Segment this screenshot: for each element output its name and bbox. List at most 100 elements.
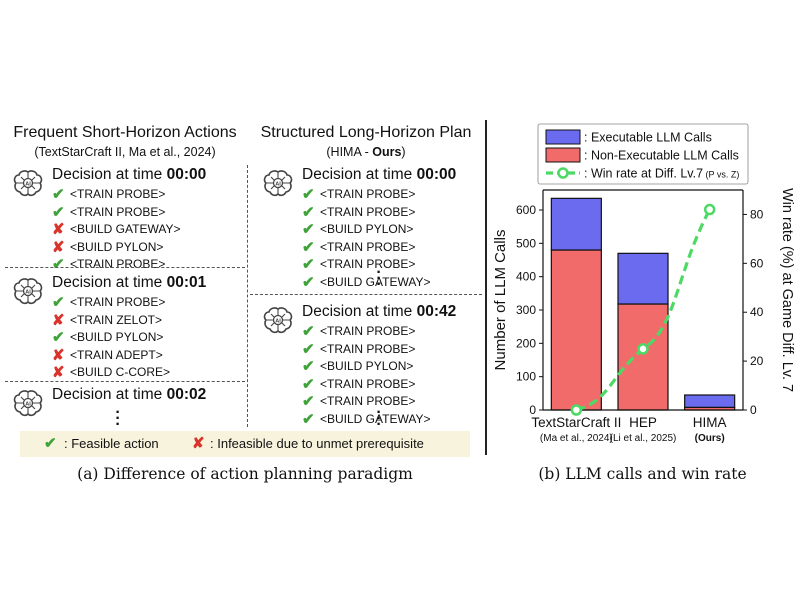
- decision-time: 00:01: [166, 274, 207, 291]
- action-label: <TRAIN ZELOT>: [70, 312, 163, 327]
- decision-heading: Decision at time 00:00: [302, 166, 457, 183]
- feasibility-legend: ✔ : Feasible action ✘ : Infeasible due t…: [20, 431, 470, 457]
- svg-text:AI: AI: [275, 319, 281, 325]
- action-item: ✔ <TRAIN PROBE>: [302, 341, 415, 358]
- action-item: ✔ <BUILD PYLON>: [302, 358, 413, 375]
- decision-time: 00:42: [416, 303, 457, 320]
- y-tick-label: 100: [516, 370, 536, 384]
- svg-text:AI: AI: [25, 182, 31, 188]
- svg-text:AI: AI: [25, 402, 31, 408]
- action-label: <BUILD GATEWAY>: [70, 222, 181, 236]
- x-tick-label: HIMA: [693, 415, 727, 430]
- action-item: ✔ <TRAIN PROBE>: [52, 186, 165, 203]
- y-right-tick-label: 0: [750, 403, 757, 417]
- action-label: <TRAIN PROBE>: [70, 187, 166, 201]
- action-label: <TRAIN PROBE>: [70, 257, 166, 271]
- legend-swatch-winrate-marker: [557, 167, 569, 179]
- check-icon: ✔: [302, 203, 315, 221]
- y-right-tick-label: 40: [750, 305, 764, 319]
- y-tick-label: 400: [516, 270, 536, 284]
- y-tick-label: 200: [516, 336, 536, 350]
- action-item: ✔ <TRAIN PROBE>: [302, 323, 415, 340]
- check-icon: ✔: [52, 186, 65, 204]
- action-item: ✔ <BUILD GATEWAY>: [302, 274, 430, 291]
- decision-heading: Decision at time 00:00: [52, 166, 207, 183]
- left-column-title: Frequent Short-Horizon Actions: [13, 124, 237, 141]
- cross-icon: ✘: [52, 311, 65, 329]
- check-icon: ✔: [302, 238, 315, 256]
- action-item: ✘ <TRAIN ZELOT>: [52, 312, 162, 329]
- action-item: ✘ <BUILD C-CORE>: [52, 364, 170, 381]
- legend-label-winrate: : Win rate at Diff. Lv.7 (P vs. Z): [584, 167, 739, 181]
- check-icon: ✔: [52, 203, 65, 221]
- decision-time: 00:00: [416, 166, 457, 183]
- action-item: ✔ <TRAIN PROBE>: [302, 239, 415, 256]
- win-rate-point: [570, 404, 583, 416]
- cross-icon: ✘: [52, 221, 65, 239]
- action-label: <TRAIN PROBE>: [320, 187, 416, 201]
- check-icon: ✔: [302, 221, 315, 239]
- legend-label-winrate-suffix: (P vs. Z): [703, 170, 739, 180]
- bar-executable: [550, 197, 602, 251]
- svg-text:AI: AI: [275, 182, 281, 188]
- y-right-tick-label: 20: [750, 354, 764, 368]
- check-icon: ✔: [44, 435, 57, 452]
- bar-non-executable: [550, 249, 602, 411]
- action-label: <BUILD PYLON>: [320, 222, 414, 236]
- legend-swatch-executable: [545, 129, 581, 145]
- column-divider: [247, 165, 248, 427]
- check-icon: ✔: [302, 256, 315, 274]
- cross-icon: ✘: [192, 435, 205, 452]
- svg-text:AI: AI: [25, 290, 31, 296]
- action-label: <BUILD PYLON>: [70, 239, 164, 254]
- y-axis-label: Number of LLM Calls: [492, 230, 509, 371]
- action-label: <TRAIN PROBE>: [70, 204, 166, 219]
- legend-swatch-non-executable: [545, 147, 581, 163]
- y-tick-label: 600: [516, 203, 536, 217]
- action-item: ✔ <BUILD PYLON>: [302, 221, 413, 238]
- ellipsis-dots: · · ·: [376, 264, 382, 293]
- action-item: ✔ <TRAIN PROBE>: [52, 256, 165, 273]
- y-tick-label: 0: [529, 403, 536, 417]
- action-label: <BUILD GATEWAY>: [320, 411, 431, 426]
- brain-icon: AI: [12, 388, 44, 423]
- x-tick-sublabel: (Li et al., 2025): [610, 433, 677, 444]
- decision-heading: Decision at time 00:01: [52, 274, 207, 291]
- check-icon: ✔: [302, 375, 315, 393]
- y-right-tick-label: 60: [750, 256, 764, 270]
- action-item: ✔ <TRAIN PROBE>: [52, 204, 165, 221]
- ellipsis-dots: · · ·: [376, 404, 382, 433]
- cross-icon: ✘: [52, 238, 65, 256]
- y-tick-label: 500: [516, 236, 536, 250]
- action-item: ✔ <TRAIN PROBE>: [302, 186, 415, 203]
- legend-feasible: : Feasible action: [64, 436, 159, 451]
- action-label: <BUILD GATEWAY>: [320, 274, 431, 289]
- action-label: <TRAIN PROBE>: [320, 257, 416, 271]
- ours-label: Ours: [372, 145, 402, 159]
- decision-time: 00:02: [166, 386, 207, 403]
- left-separator-2: [5, 381, 245, 382]
- legend-label-non-executable: : Non-Executable LLM Calls: [584, 149, 739, 163]
- check-icon: ✔: [302, 410, 315, 428]
- right-column-subtitle: (HIMA - Ours): [326, 145, 406, 159]
- action-label: <TRAIN PROBE>: [320, 341, 416, 356]
- check-icon: ✔: [302, 393, 315, 411]
- check-icon: ✔: [52, 256, 65, 274]
- action-item: ✔ <BUILD GATEWAY>: [302, 411, 430, 428]
- panel-divider: [485, 120, 487, 455]
- y-right-tick-label: 80: [750, 207, 764, 221]
- action-item: ✔ <TRAIN PROBE>: [52, 294, 165, 311]
- check-icon: ✔: [302, 186, 315, 204]
- y-tick-label: 300: [516, 303, 536, 317]
- action-label: <TRAIN PROBE>: [320, 394, 416, 408]
- action-item: ✔ <TRAIN PROBE>: [302, 256, 415, 273]
- right-column-title: Structured Long-Horizon Plan: [260, 124, 472, 141]
- chart-legend-frame: [537, 123, 749, 185]
- win-rate-point: [703, 203, 716, 216]
- action-label: <TRAIN PROBE>: [70, 295, 166, 309]
- action-item: ✘ <BUILD PYLON>: [52, 239, 163, 256]
- x-tick-label: HEP: [629, 415, 657, 430]
- check-icon: ✔: [302, 358, 315, 376]
- brain-icon: AI: [12, 276, 44, 311]
- x-tick-sublabel: (Ma et al., 2024): [540, 433, 613, 444]
